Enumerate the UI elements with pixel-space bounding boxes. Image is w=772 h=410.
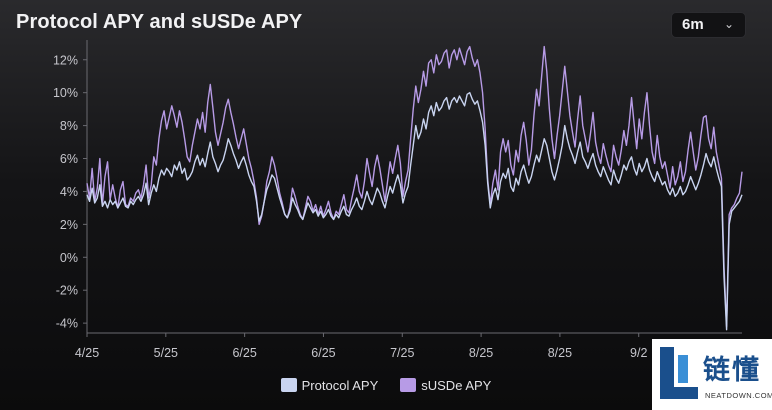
chart-axes — [86, 40, 742, 334]
watermark-en-text: NEATDOWN.COM — [705, 391, 772, 400]
y-axis-ticks: -4% -2% 0% 2% 4% 6% 8% 10% 12% — [53, 53, 87, 331]
x-tick-label: 5/25 — [154, 346, 178, 360]
x-tick-label: 8/25 — [469, 346, 493, 360]
legend-swatch-protocol-apy — [280, 378, 297, 392]
x-tick-label: 6/25 — [311, 346, 335, 360]
y-tick-label: 2% — [60, 218, 78, 232]
chevron-down-icon: ⌄ — [724, 17, 735, 31]
x-tick-label: 4/25 — [75, 346, 99, 360]
legend-item-susde-apy[interactable]: sUSDe APY — [400, 375, 491, 395]
watermark-cn-text: 链懂 — [703, 355, 761, 386]
chart-series — [86, 45, 743, 331]
chart-title: Protocol APY and sUSDe APY — [16, 11, 303, 33]
series-line-protocol-apy — [86, 91, 743, 331]
legend-label-protocol-apy: Protocol APY — [301, 377, 379, 393]
x-tick-label: 8/25 — [548, 346, 572, 360]
y-tick-label: 6% — [60, 152, 78, 166]
x-tick-label: 6/25 — [232, 346, 256, 360]
y-tick-label: -2% — [56, 284, 78, 298]
y-tick-label: -4% — [56, 317, 78, 331]
x-axis-ticks: 4/25 5/25 6/25 6/25 7/25 8/25 8/25 9/2 — [75, 333, 647, 360]
series-line-susde-apy — [86, 45, 743, 328]
y-tick-label: 8% — [60, 119, 78, 133]
time-range-value: 6m — [682, 16, 704, 33]
chart-legend: Protocol APY sUSDe APY — [0, 375, 772, 395]
y-tick-label: 12% — [53, 53, 78, 67]
x-tick-label: 7/25 — [390, 346, 414, 360]
logo-mark-icon — [660, 347, 698, 399]
y-tick-label: 0% — [60, 251, 78, 265]
y-tick-label: 4% — [60, 185, 78, 199]
x-tick-label: 9/2 — [630, 346, 647, 360]
watermark-logo: 链懂 NEATDOWN.COM — [652, 339, 772, 410]
time-range-select[interactable]: 6m ⌄ — [671, 12, 746, 38]
y-tick-label: 10% — [53, 86, 78, 100]
legend-swatch-susde-apy — [400, 378, 417, 392]
legend-label-susde-apy: sUSDe APY — [421, 377, 492, 393]
legend-item-protocol-apy[interactable]: Protocol APY — [280, 375, 379, 395]
